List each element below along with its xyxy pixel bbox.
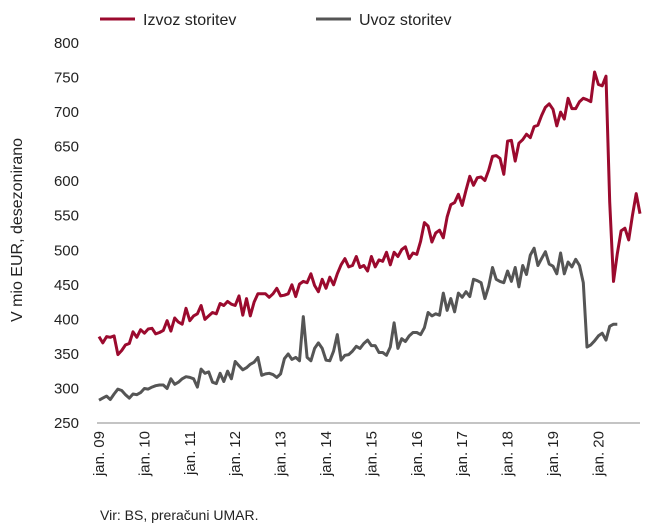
y-tick-label: 750	[54, 70, 79, 87]
legend-label-uvoz: Uvoz storitev	[359, 12, 451, 29]
x-tick-label: jan. 13	[273, 431, 290, 477]
y-tick-label: 400	[54, 311, 79, 328]
legend: Izvoz storitev Uvoz storitev	[100, 12, 451, 29]
x-tick-label: jan. 18	[500, 431, 517, 477]
series-line-uvoz	[98, 246, 618, 402]
y-axis-tick-labels: 250 300 350 400 450 500 550 600 650 700 750 800	[54, 35, 79, 432]
x-tick-label: jan. 20	[590, 431, 607, 477]
x-tick-label: jan. 10	[136, 431, 153, 477]
y-tick-label: 800	[54, 35, 79, 52]
y-axis-title: V mio EUR, desezonirano	[9, 138, 26, 322]
x-axis-tick-labels: jan. 09 jan. 10 jan. 11 jan. 12 jan. 13 jan. …	[91, 431, 607, 477]
x-tick-label: jan. 19	[545, 431, 562, 477]
x-tick-label: jan. 17	[454, 431, 471, 477]
y-tick-label: 550	[54, 208, 79, 225]
source-note: Vir: BS, preračuni UMAR.	[100, 507, 258, 523]
x-tick-label: jan. 16	[409, 431, 426, 477]
legend-label-izvoz: Izvoz storitev	[143, 12, 236, 29]
x-tick-label: jan. 09	[91, 431, 108, 477]
x-tick-label: jan. 11	[182, 431, 199, 476]
y-tick-label: 600	[54, 173, 79, 190]
series-lines	[97, 70, 642, 402]
y-tick-label: 500	[54, 242, 79, 259]
y-tick-label: 250	[54, 415, 79, 432]
x-tick-label: jan. 15	[363, 431, 380, 477]
y-tick-label: 700	[54, 104, 79, 121]
y-tick-label: 300	[54, 380, 79, 397]
y-tick-label: 650	[54, 139, 79, 156]
x-tick-label: jan. 12	[227, 431, 244, 477]
x-tick-label: jan. 14	[318, 431, 335, 477]
series-line-izvoz	[97, 70, 642, 357]
y-tick-label: 450	[54, 277, 79, 294]
y-tick-label: 350	[54, 346, 79, 363]
